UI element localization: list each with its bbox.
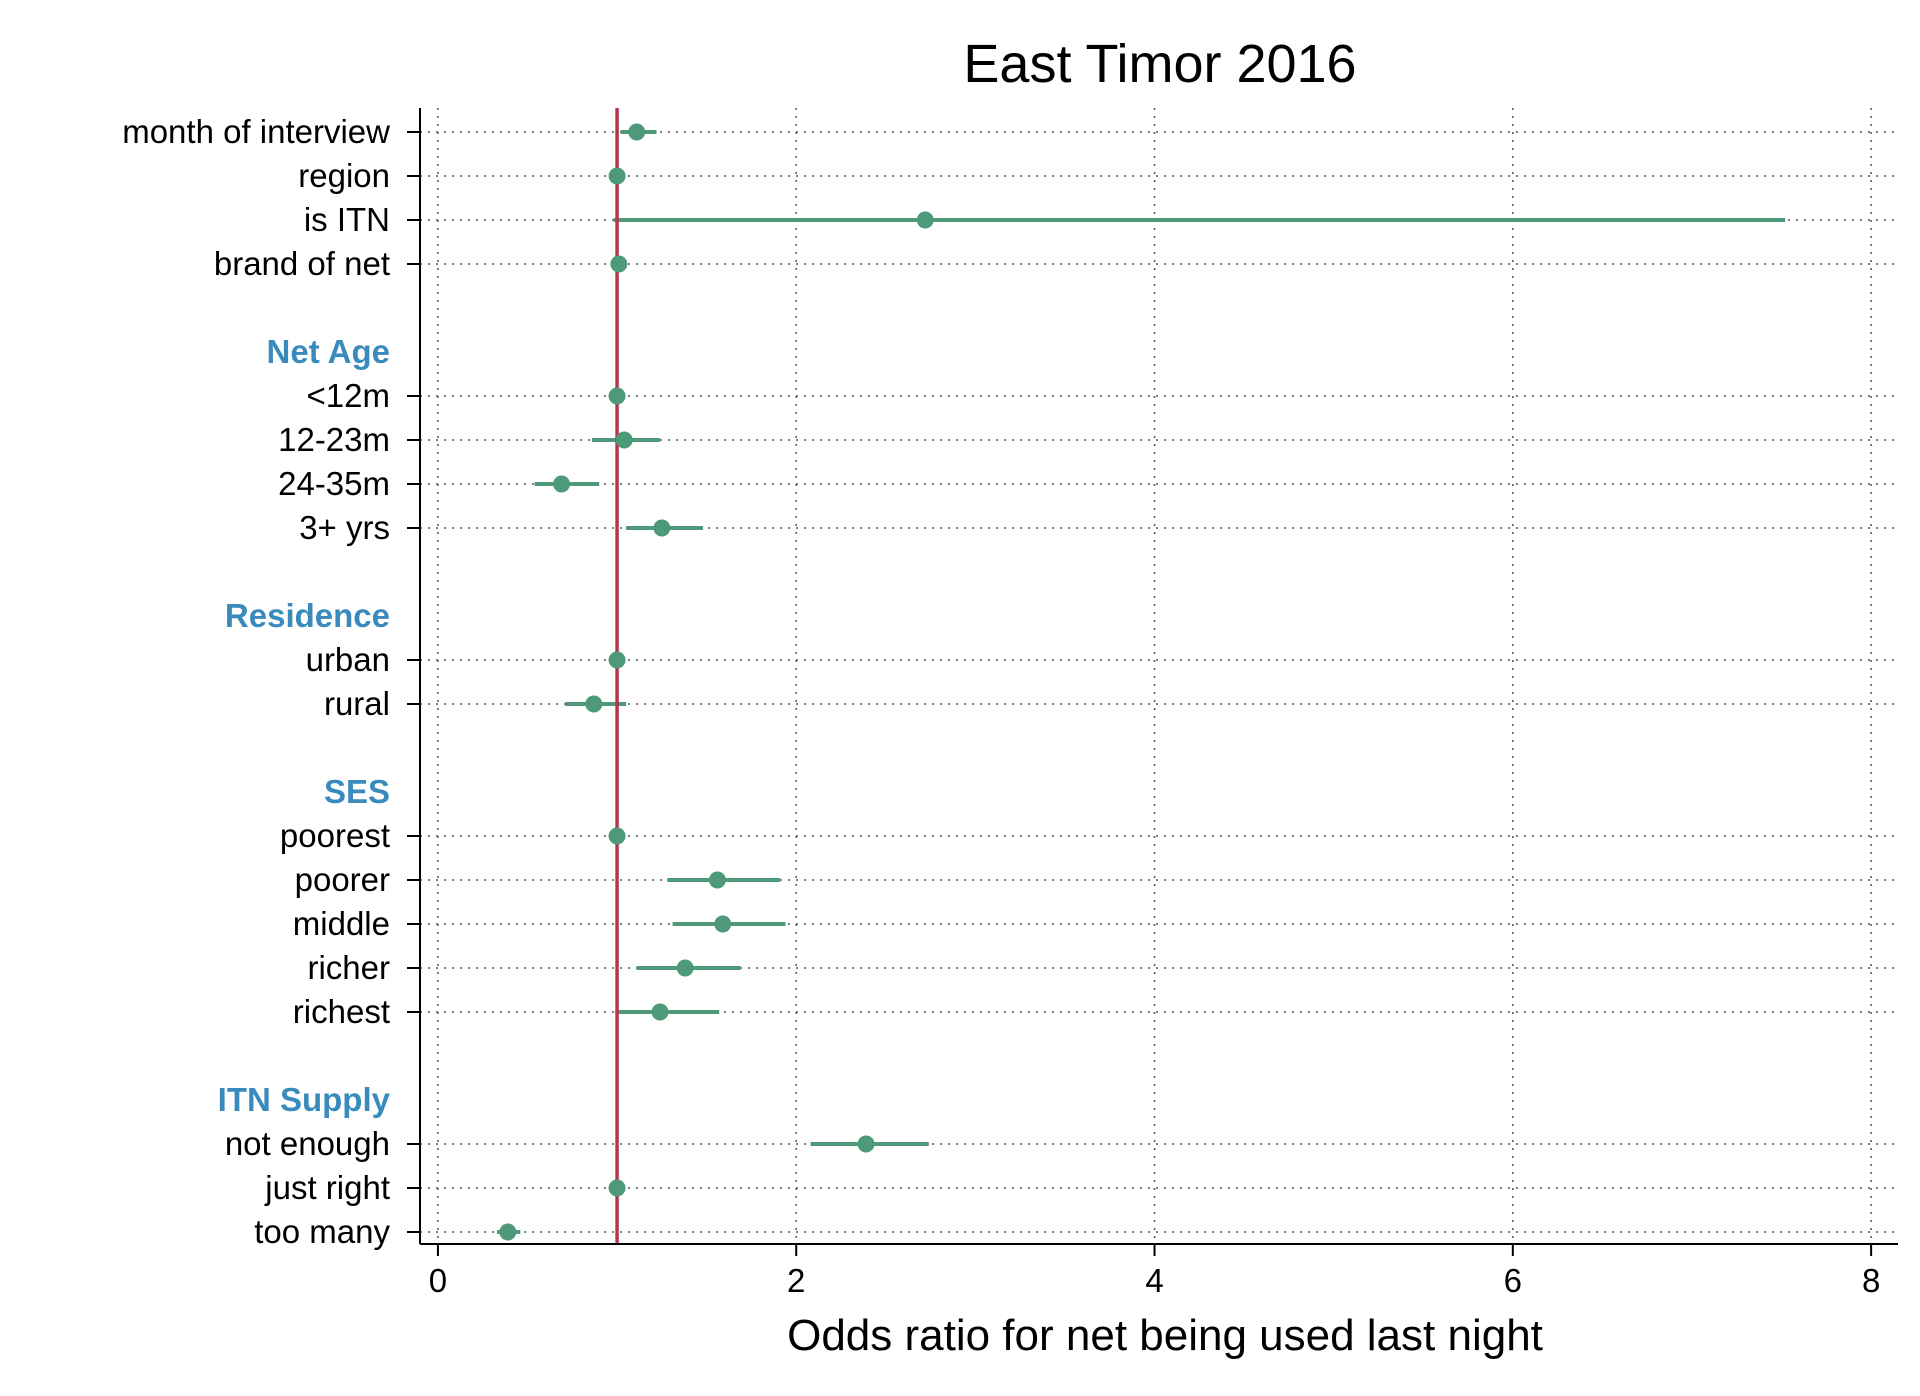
row-label: <12m — [307, 377, 390, 414]
row-label: brand of net — [214, 245, 390, 282]
row-label: 24-35m — [278, 465, 390, 502]
row-label: poorer — [295, 861, 390, 898]
odds-ratio-points — [499, 123, 934, 1241]
or-point — [615, 431, 633, 449]
or-point — [553, 475, 571, 493]
x-tick-label: 8 — [1862, 1262, 1880, 1299]
row-labels: month of interview region is ITN brand of n… — [122, 113, 390, 1250]
row-label: too many — [254, 1213, 390, 1250]
row-label: not enough — [225, 1125, 390, 1162]
row-label: is ITN — [304, 201, 390, 238]
group-label: Residence — [225, 597, 390, 634]
group-label: SES — [324, 773, 390, 810]
or-point — [610, 255, 628, 273]
group-label: Net Age — [267, 333, 390, 370]
row-label: region — [298, 157, 390, 194]
row-label: 3+ yrs — [299, 509, 390, 546]
x-tick-label: 0 — [429, 1262, 447, 1299]
or-point — [857, 1135, 875, 1153]
or-point — [608, 387, 626, 405]
row-label: poorest — [280, 817, 390, 854]
or-point — [708, 871, 726, 889]
row-label: richest — [293, 993, 390, 1030]
or-point — [608, 1179, 626, 1197]
or-point — [608, 651, 626, 669]
or-point — [628, 123, 646, 141]
or-point — [653, 519, 671, 537]
x-axis-title: Odds ratio for net being used last night — [787, 1311, 1543, 1360]
or-point — [499, 1223, 517, 1241]
or-point — [651, 1003, 669, 1021]
or-point — [585, 695, 603, 713]
or-point — [608, 827, 626, 845]
row-label: middle — [293, 905, 390, 942]
x-tick-label: 4 — [1145, 1262, 1163, 1299]
or-point — [714, 915, 732, 933]
or-point — [676, 959, 694, 977]
axes — [407, 108, 1898, 1256]
row-label: rural — [324, 685, 390, 722]
row-label: month of interview — [122, 113, 390, 150]
x-tick-label: 2 — [787, 1262, 805, 1299]
or-point — [916, 211, 934, 229]
group-label: ITN Supply — [218, 1081, 391, 1118]
x-tick-label: 6 — [1504, 1262, 1522, 1299]
chart-title: East Timor 2016 — [963, 34, 1356, 94]
confidence-intervals — [497, 130, 1786, 1234]
row-label: richer — [307, 949, 390, 986]
or-point — [608, 167, 626, 185]
row-label: 12-23m — [278, 421, 390, 458]
grid-layer — [420, 108, 1898, 1244]
row-label: just right — [264, 1169, 390, 1206]
x-tick-labels: 0 2 4 6 8 — [429, 1262, 1881, 1299]
row-label: urban — [306, 641, 390, 678]
